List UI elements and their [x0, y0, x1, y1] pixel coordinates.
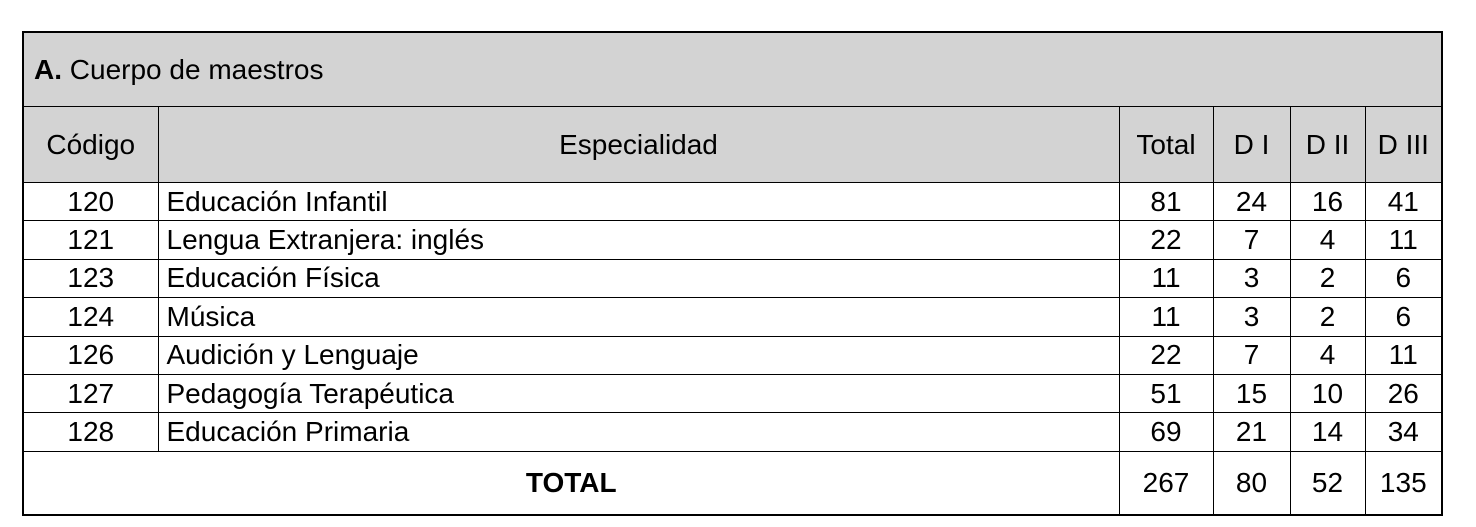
specialty-cell: Audición y Lenguaje: [157, 335, 1120, 375]
total-value: 267: [1118, 450, 1214, 516]
number-cell: 26: [1364, 373, 1443, 414]
specialty-cell: Educación Física: [157, 258, 1120, 299]
total-value: 52: [1289, 450, 1366, 516]
table-body: A. Cuerpo de maestros Código Especialidad…: [22, 31, 1443, 516]
data-row: 123 Educación Física 11 3 2 6: [22, 258, 1443, 299]
number-cell: 11: [1118, 297, 1214, 337]
specialty-cell: Educación Primaria: [157, 412, 1120, 452]
title-row: A. Cuerpo de maestros: [22, 31, 1443, 107]
number-cell: 15: [1212, 373, 1291, 414]
number-cell: 11: [1364, 220, 1443, 260]
number-cell: 2: [1289, 297, 1366, 337]
column-header: Código: [22, 106, 159, 183]
column-header: D II: [1289, 106, 1366, 183]
number-cell: 24: [1212, 181, 1291, 222]
number-cell: 10: [1289, 373, 1366, 414]
number-cell: 22: [1118, 335, 1214, 375]
number-cell: 11: [1364, 335, 1443, 375]
total-value: 80: [1212, 450, 1291, 516]
number-cell: 7: [1212, 220, 1291, 260]
number-cell: 4: [1289, 335, 1366, 375]
number-cell: 51: [1118, 373, 1214, 414]
specialty-cell: Educación Infantil: [157, 181, 1120, 222]
specialty-cell: Lengua Extranjera: inglés: [157, 220, 1120, 260]
data-row: 126 Audición y Lenguaje 22 7 4 11: [22, 335, 1443, 375]
number-cell: 14: [1289, 412, 1366, 452]
data-row: 124 Música 11 3 2 6: [22, 297, 1443, 337]
data-row: 121 Lengua Extranjera: inglés 22 7 4 11: [22, 220, 1443, 260]
number-cell: 120: [22, 181, 159, 222]
title-label: A.: [34, 53, 62, 85]
number-cell: 2: [1289, 258, 1366, 299]
column-header: Especialidad: [157, 106, 1120, 183]
data-row: 120 Educación Infantil 81 24 16 41: [22, 181, 1443, 222]
number-cell: 34: [1364, 412, 1443, 452]
table: A. Cuerpo de maestros Código Especialidad…: [22, 31, 1444, 516]
number-cell: 41: [1364, 181, 1443, 222]
number-cell: 123: [22, 258, 159, 299]
number-cell: 6: [1364, 258, 1443, 299]
number-cell: 3: [1212, 258, 1291, 299]
specialty-cell: Música: [157, 297, 1120, 337]
column-header: D I: [1212, 106, 1291, 183]
data-row: 127 Pedagogía Terapéutica 51 15 10 26: [22, 373, 1443, 414]
total-value: 135: [1364, 450, 1443, 516]
number-cell: 21: [1212, 412, 1291, 452]
number-cell: 3: [1212, 297, 1291, 337]
data-row: 128 Educación Primaria 69 21 14 34: [22, 412, 1443, 452]
number-cell: 126: [22, 335, 159, 375]
number-cell: 81: [1118, 181, 1214, 222]
total-label: TOTAL: [22, 450, 1120, 516]
number-cell: 4: [1289, 220, 1366, 260]
total-row: TOTAL 267 80 52 135: [22, 450, 1443, 516]
number-cell: 7: [1212, 335, 1291, 375]
number-cell: 6: [1364, 297, 1443, 337]
number-cell: 11: [1118, 258, 1214, 299]
number-cell: 16: [1289, 181, 1366, 222]
number-cell: 124: [22, 297, 159, 337]
column-header: D III: [1364, 106, 1443, 183]
number-cell: 127: [22, 373, 159, 414]
number-cell: 69: [1118, 412, 1214, 452]
title-text: Cuerpo de maestros: [69, 53, 324, 85]
number-cell: 22: [1118, 220, 1214, 260]
title-cell: A. Cuerpo de maestros: [22, 31, 1443, 107]
column-header: Total: [1118, 106, 1214, 183]
number-cell: 121: [22, 220, 159, 260]
specialty-cell: Pedagogía Terapéutica: [157, 373, 1120, 414]
number-cell: 128: [22, 412, 159, 452]
